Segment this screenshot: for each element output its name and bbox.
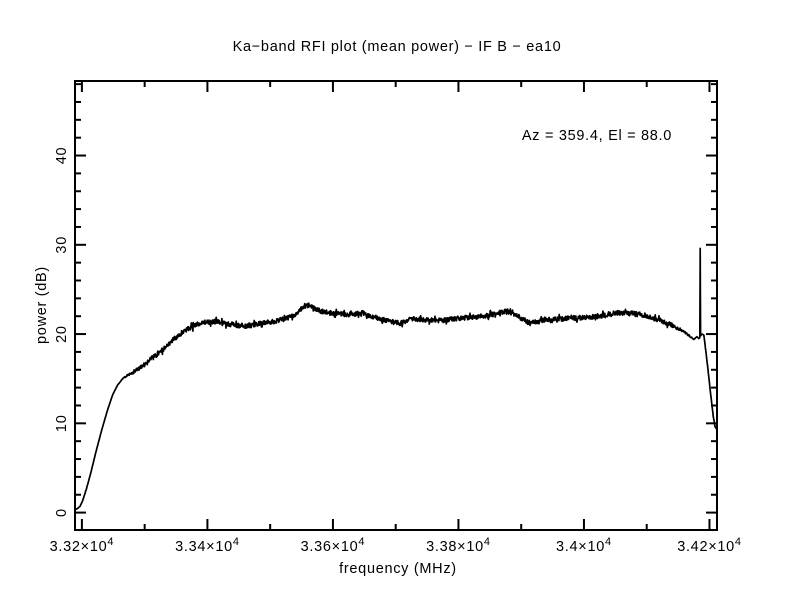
y-tick-label: 40 [54, 147, 70, 165]
x-tick-label: 3.32×104 [50, 536, 115, 555]
x-tick-label: 3.42×104 [677, 536, 742, 555]
y-tick-label: 30 [54, 236, 70, 254]
plot-frame [74, 80, 718, 531]
x-tick-label: 3.4×104 [556, 536, 612, 555]
y-axis-label: power (dB) [34, 266, 50, 344]
x-tick-label: 3.38×104 [426, 536, 491, 555]
data-curve [74, 247, 718, 510]
y-tick-label: 20 [54, 325, 70, 343]
y-tick-label: 0 [54, 508, 70, 517]
x-tick-label: 3.36×104 [301, 536, 366, 555]
x-tick-label: 3.34×104 [175, 536, 240, 555]
pointing-annotation: Az = 359.4, El = 88.0 [522, 128, 672, 144]
x-axis-label: frequency (MHz) [339, 561, 457, 577]
chart-layer: 3.32×104 3.34×104 3.36×104 3.38×104 3.4×104 3… [50, 80, 742, 555]
y-axis-ticks [75, 83, 717, 514]
x-axis-ticks [80, 81, 711, 530]
y-tick-label: 10 [54, 415, 70, 433]
chart-title: Ka−band RFI plot (mean power) − IF B − e… [233, 39, 562, 55]
